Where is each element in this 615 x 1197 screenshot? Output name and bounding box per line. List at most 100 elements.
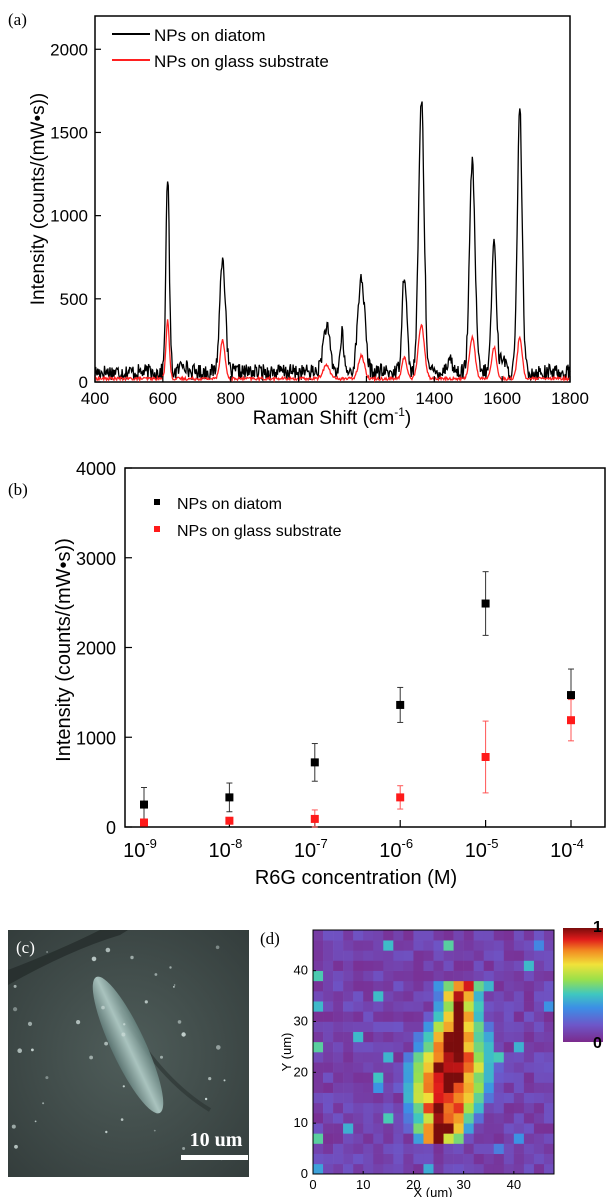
- heatmap-cell: [493, 930, 505, 941]
- heatmap-cell: [333, 950, 344, 961]
- heatmap-cell: [493, 1163, 505, 1175]
- x-label-main: Raman Shift (cm: [253, 408, 394, 429]
- heatmap-cell: [513, 1031, 525, 1043]
- heatmap-cell: [533, 1031, 545, 1043]
- heatmap-cell: [473, 980, 485, 992]
- heatmap-cell: [513, 1113, 525, 1124]
- heatmap-cell: [483, 1143, 495, 1154]
- heatmap-cell: [463, 1143, 474, 1154]
- heatmap-cell: [473, 1052, 485, 1063]
- heatmap-cell: [513, 1133, 525, 1144]
- spectrum-legend: NPs on diatom NPs on glass substrate: [112, 26, 329, 71]
- heatmap-cell: [503, 1001, 515, 1012]
- heatmap-cell: [443, 1153, 454, 1165]
- x-tick-label: 800: [217, 389, 245, 408]
- x-label-close: ): [405, 408, 411, 429]
- micrograph-speck: [120, 1118, 124, 1121]
- heatmap-cell: [313, 1041, 324, 1053]
- heatmap-cell: [373, 980, 384, 992]
- heatmap-cell: [343, 1031, 354, 1043]
- heatmap-cell: [453, 980, 464, 992]
- heatmap-cell: [423, 950, 434, 961]
- heatmap-cell: [533, 1062, 545, 1073]
- heatmap-cell: [403, 930, 414, 941]
- heatmap-cell: [333, 980, 344, 992]
- heatmap-cell: [403, 1113, 414, 1124]
- heatmap-cell: [313, 1163, 324, 1175]
- heatmap-cell: [333, 1092, 344, 1104]
- heatmap-cell: [433, 1072, 444, 1083]
- heatmap-cell: [503, 991, 515, 1002]
- heatmap-cell: [323, 1143, 334, 1154]
- heatmap-cell: [383, 1092, 394, 1104]
- heatmap-cell: [333, 970, 344, 982]
- heatmap-cell: [353, 1102, 364, 1114]
- y-tick-label: 2000: [50, 40, 88, 59]
- heatmap-cell: [433, 950, 444, 961]
- heatmap-cell: [353, 1163, 364, 1175]
- heatmap-cell: [353, 960, 364, 971]
- heatmap-cell: [393, 1133, 404, 1144]
- heatmap-cell: [543, 1041, 555, 1053]
- heatmap-cell: [503, 1011, 515, 1022]
- heatmap-cell: [383, 1123, 394, 1134]
- heatmap-cell: [533, 980, 545, 992]
- heatmap-cell: [333, 1011, 344, 1022]
- heatmap-cell: [353, 1021, 364, 1032]
- heatmap-cell: [333, 1001, 344, 1012]
- heatmap-cell: [373, 1102, 384, 1114]
- heatmap-cell: [483, 1092, 495, 1104]
- heatmap-cell: [523, 1143, 535, 1154]
- heatmap-cell: [483, 1062, 495, 1073]
- heatmap-cell: [343, 940, 354, 951]
- heatmap-cell: [313, 950, 324, 961]
- scale-bar: [181, 1155, 248, 1160]
- heatmap-cell: [543, 1001, 555, 1012]
- heatmap-cell: [423, 1082, 434, 1093]
- heatmap-cell: [493, 1021, 505, 1032]
- heatmap-cell: [463, 1001, 474, 1012]
- heatmap-cell: [383, 1163, 394, 1175]
- heatmap-cell: [423, 1062, 434, 1073]
- heatmap-cell: [373, 991, 384, 1002]
- heatmap-cell: [333, 1041, 344, 1053]
- heatmap-cell: [333, 1102, 344, 1114]
- heatmap-cell: [433, 1092, 444, 1104]
- x-tick-label: 30: [456, 1177, 470, 1192]
- heatmap-cell: [513, 1143, 525, 1154]
- heatmap-cell: [433, 1123, 444, 1134]
- heatmap-cell: [473, 1072, 485, 1083]
- heatmap-cell: [543, 1031, 555, 1043]
- heatmap-cell: [453, 930, 464, 941]
- micrograph-shadow: [8, 930, 128, 985]
- heatmap-cell: [433, 1102, 444, 1114]
- heatmap-cell: [433, 1062, 444, 1073]
- micrograph-speck: [154, 973, 158, 976]
- heatmap-cell: [403, 1143, 414, 1154]
- heatmap-cell: [443, 950, 454, 961]
- heatmap-cell: [363, 1092, 374, 1104]
- heatmap-cell: [523, 1052, 535, 1063]
- heatmap-cell: [413, 980, 424, 992]
- heatmap-cell: [333, 1113, 344, 1124]
- heatmap-cell: [453, 1133, 464, 1144]
- heatmap-cell: [533, 1021, 545, 1032]
- micrograph-speck: [182, 1147, 186, 1150]
- micrograph-speck: [204, 1097, 208, 1101]
- heatmap-cell: [503, 1021, 515, 1032]
- heatmap-cell: [503, 1041, 515, 1053]
- heatmap-cell: [443, 940, 454, 951]
- heatmap-cell: [383, 1153, 394, 1165]
- heatmap-cell: [433, 1133, 444, 1144]
- heatmap-cell: [443, 930, 454, 941]
- heatmap-cell: [493, 960, 505, 971]
- heatmap-cell: [323, 1133, 334, 1144]
- heatmap-cell: [393, 980, 404, 992]
- micrograph-speck: [27, 1021, 33, 1026]
- heatmap-cell: [533, 1072, 545, 1083]
- legend-marker-diatom: [154, 499, 160, 505]
- micrograph-speck: [169, 966, 172, 969]
- heatmap-cell: [483, 930, 495, 941]
- y-tick-label: 40: [294, 963, 308, 978]
- heatmap-cell: [373, 1153, 384, 1165]
